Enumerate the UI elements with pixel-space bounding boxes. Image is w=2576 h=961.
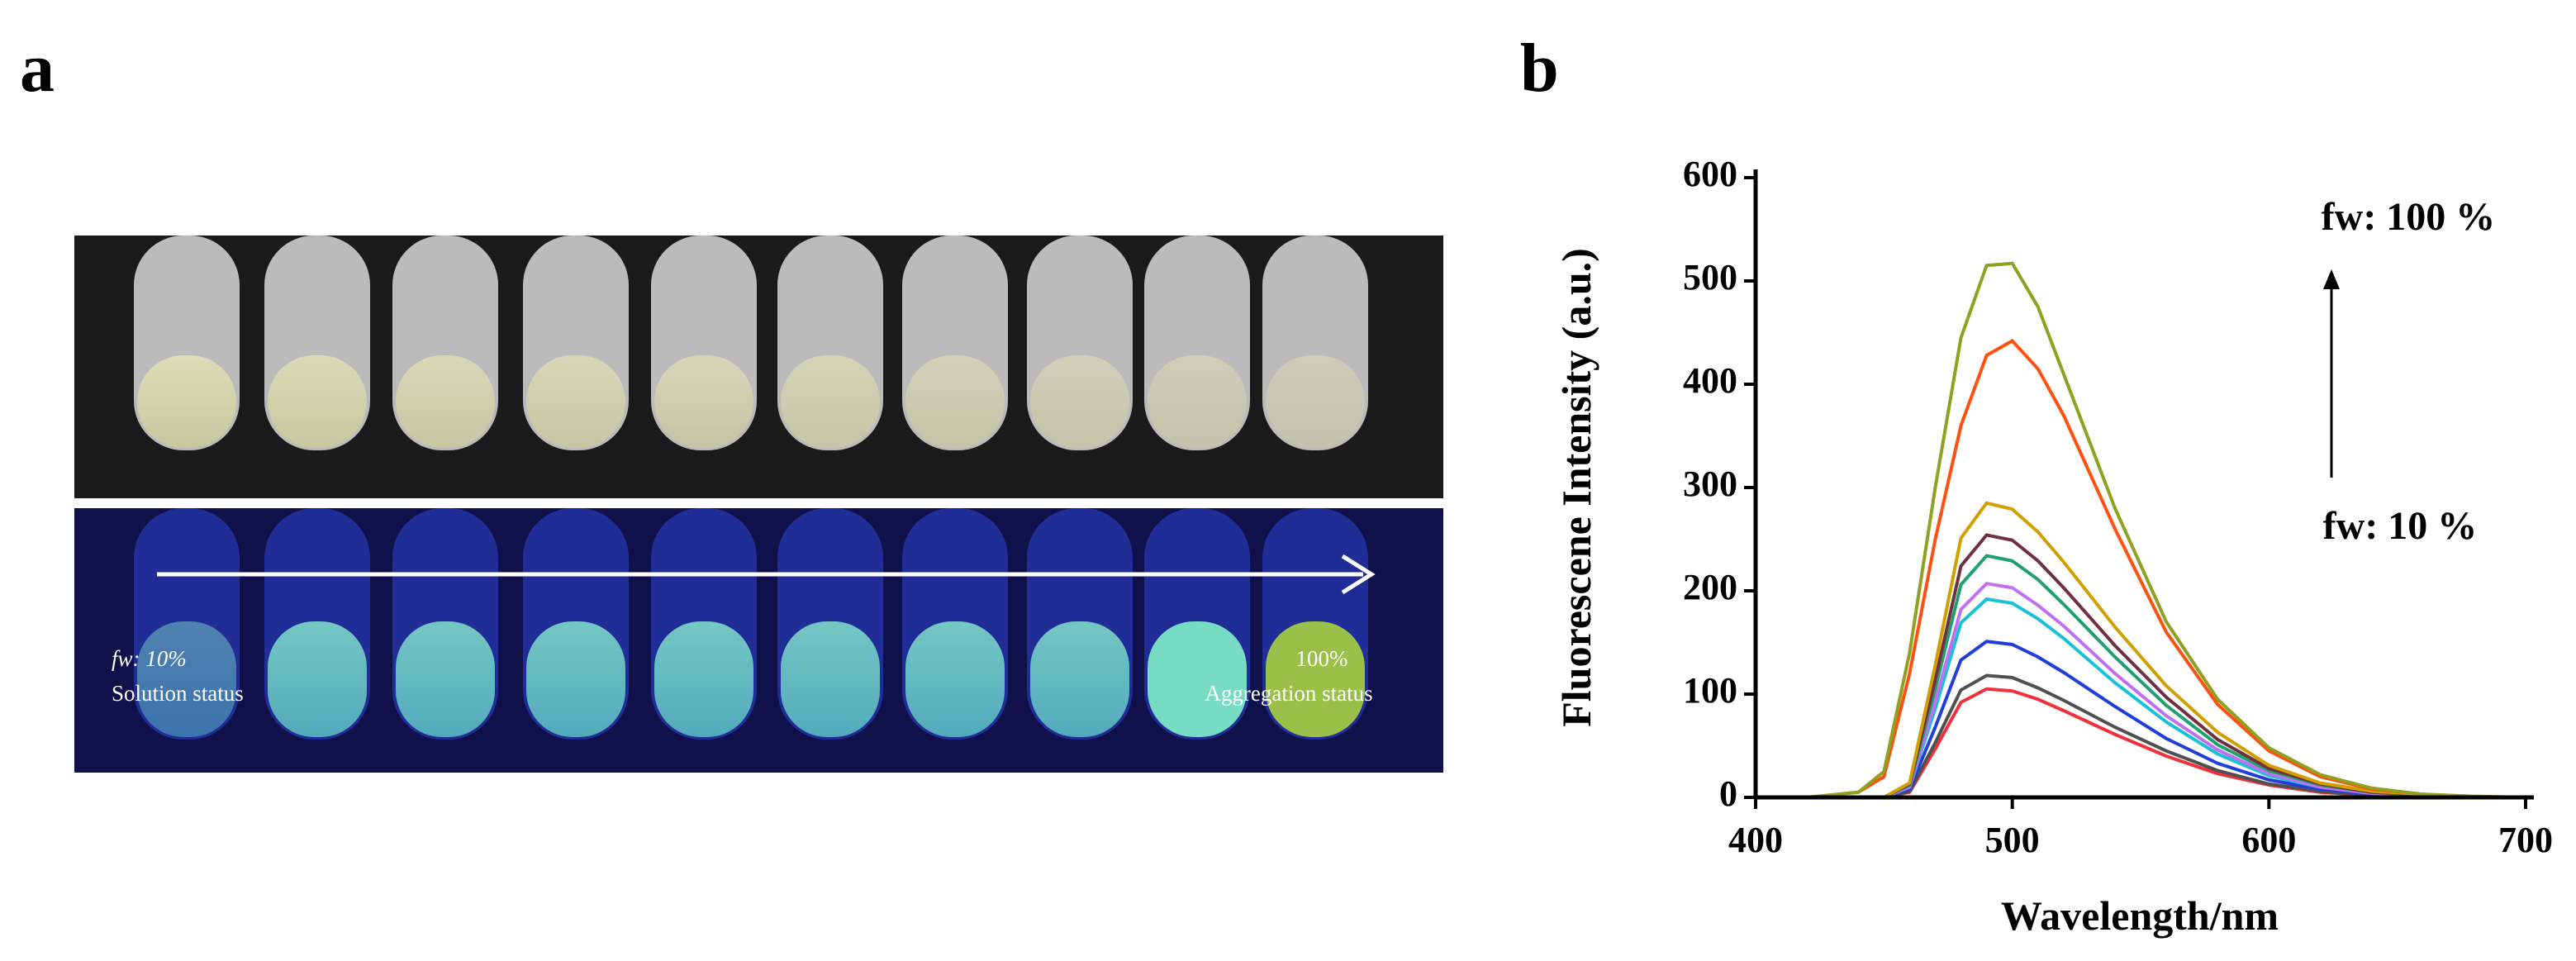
line	[1756, 597, 2526, 799]
panel-label: a	[20, 30, 55, 107]
uv-liquid	[137, 621, 236, 737]
tube-liquid	[526, 355, 625, 448]
y-tick-label: 600	[1683, 154, 1737, 194]
start-label: fw: 10%	[112, 646, 187, 671]
y-tick-label: 200	[1683, 567, 1737, 607]
y-tick-label: 500	[1683, 257, 1737, 297]
annotation-arrow-head	[2323, 269, 2340, 289]
line	[1756, 501, 2526, 799]
uv-liquid	[905, 621, 1005, 737]
uv-liquid	[1266, 621, 1365, 737]
uv-liquid	[654, 621, 753, 737]
uv-liquid	[526, 621, 625, 737]
uv-liquid	[1148, 621, 1247, 737]
y-axis-label: Fluorescene Intensity (a.u.)	[1553, 248, 1599, 727]
tube-liquid	[905, 355, 1005, 448]
x-axis-label: Wavelength/nm	[2001, 892, 2279, 939]
y-tick-label: 0	[1719, 773, 1737, 814]
panel-label: b	[1520, 30, 1559, 107]
y-tick-label: 400	[1683, 360, 1737, 401]
arrow-head	[1341, 554, 1376, 595]
x-tick-label: 500	[1985, 820, 2040, 860]
line	[1756, 533, 2526, 799]
line	[1756, 582, 2526, 799]
line	[1756, 261, 2526, 799]
annotation: fw: 10 %	[2323, 504, 2478, 548]
end-status: Aggregation status	[1205, 681, 1372, 706]
line	[1756, 640, 2526, 799]
uv-liquid	[1030, 621, 1129, 737]
start-status: Solution status	[112, 681, 244, 706]
end-label: 100%	[1296, 646, 1348, 671]
tube-liquid	[1266, 355, 1365, 448]
x-tick-label: 600	[2241, 820, 2296, 860]
uv-liquid	[268, 621, 367, 737]
tube-liquid	[268, 355, 367, 448]
tube-liquid	[1148, 355, 1247, 448]
y-tick-label: 100	[1683, 670, 1737, 711]
uv-liquid	[396, 621, 495, 737]
tubes	[134, 235, 1368, 740]
tube-liquid	[654, 355, 753, 448]
tube-liquid	[396, 355, 495, 448]
annotation: fw: 100 %	[2322, 195, 2496, 239]
x-tick-label: 400	[1728, 820, 1783, 860]
x-tick-label: 700	[2498, 820, 2553, 860]
line	[1756, 338, 2526, 799]
tube-liquid	[137, 355, 236, 448]
y-tick-label: 300	[1683, 464, 1737, 504]
tube-liquid	[781, 355, 880, 448]
line	[1756, 554, 2526, 799]
uv-liquid	[781, 621, 880, 737]
tube-liquid	[1030, 355, 1129, 448]
